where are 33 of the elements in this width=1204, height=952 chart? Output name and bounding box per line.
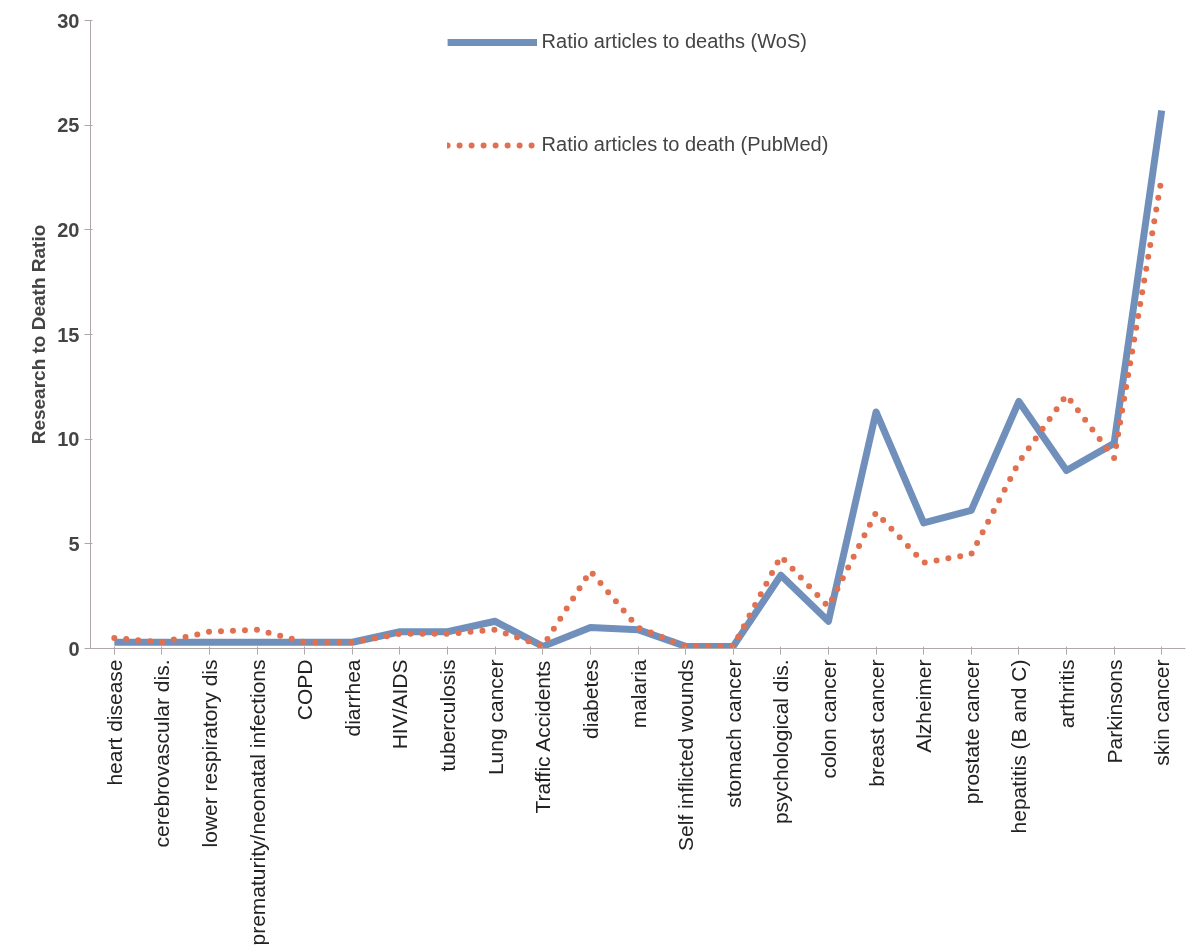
legend-label: Ratio articles to death (PubMed) (541, 133, 829, 156)
x-tick-label: arthritis (1054, 659, 1078, 729)
x-tick-label: psychological dis. (769, 659, 793, 825)
x-tick-label: colon cancer (816, 659, 840, 779)
x-tick-label: stomach cancer (721, 659, 745, 808)
legend-label: Ratio articles to deaths (WoS) (541, 30, 807, 53)
x-tick-label: breast cancer (864, 659, 888, 787)
x-tick-label: HIV/AIDS (388, 659, 412, 750)
x-tick-label: Alzheimer (912, 659, 936, 753)
x-tick-label: Lung cancer (483, 659, 507, 776)
y-axis-title: Research to Death Ratio (28, 224, 50, 445)
y-tick-label: 15 (57, 323, 80, 346)
x-tick-label: Parkinsons (1102, 659, 1126, 764)
x-tick-label: diarrhea (340, 659, 364, 737)
x-tick-label: hepatitis (B and C) (1007, 659, 1031, 834)
x-tick-label: tuberculosis (436, 659, 460, 772)
x-tick-label: lower respiratory dis (198, 659, 222, 848)
x-tick-label: cerebrovascular dis. (150, 659, 174, 848)
x-tick-label: Self inflicted wounds (674, 659, 698, 851)
x-tick-label: heart disease (102, 659, 126, 786)
x-tick-label: Traffic Accidents (531, 660, 555, 814)
x-tick-label: COPD (293, 659, 317, 721)
y-tick-label: 5 (68, 532, 80, 555)
y-tick-label: 0 (68, 637, 80, 660)
x-tick-label: skin cancer (1150, 659, 1174, 766)
y-tick-label: 30 (57, 9, 80, 32)
x-tick-label: prematurity/neonatal infections (245, 659, 269, 946)
x-tick-label: diabetes (578, 659, 602, 739)
y-tick-label: 25 (57, 114, 80, 137)
x-tick-label: prostate cancer (959, 659, 983, 805)
y-tick-label: 10 (57, 428, 80, 451)
y-tick-label: 20 (57, 218, 80, 241)
x-tick-label: malaria (626, 659, 650, 729)
